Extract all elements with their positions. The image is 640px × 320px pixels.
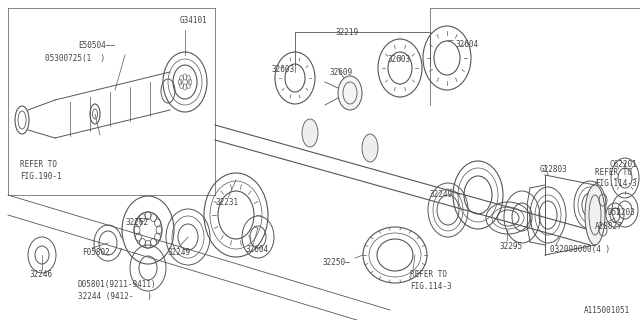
Ellipse shape xyxy=(302,119,318,147)
Ellipse shape xyxy=(585,185,605,245)
Text: 32244 (9412-   ): 32244 (9412- ) xyxy=(78,292,152,301)
Text: A115001051: A115001051 xyxy=(584,306,630,315)
Text: G22803: G22803 xyxy=(540,165,568,174)
Text: FIG.190-1: FIG.190-1 xyxy=(20,172,61,181)
Text: 32609: 32609 xyxy=(330,68,353,77)
Text: E50504——: E50504—— xyxy=(78,41,115,50)
Text: REFER TO: REFER TO xyxy=(410,270,447,279)
Text: 32249: 32249 xyxy=(168,248,191,257)
Text: REFER TO: REFER TO xyxy=(20,160,57,169)
Text: 32231: 32231 xyxy=(215,198,238,207)
Text: 32262: 32262 xyxy=(126,218,149,227)
Text: REFER TO: REFER TO xyxy=(595,168,632,177)
Text: 32603: 32603 xyxy=(272,65,295,74)
Text: G34101: G34101 xyxy=(180,16,208,25)
Text: A20827: A20827 xyxy=(595,222,623,231)
Text: 32603: 32603 xyxy=(388,55,411,64)
Text: 05300725(1  ): 05300725(1 ) xyxy=(45,54,105,63)
Text: 32249: 32249 xyxy=(430,190,453,199)
Ellipse shape xyxy=(362,134,378,162)
Text: FIG.114-3: FIG.114-3 xyxy=(410,282,452,291)
Text: 032008000(4 ): 032008000(4 ) xyxy=(550,245,610,254)
Text: 32219: 32219 xyxy=(335,28,358,37)
Text: 32604: 32604 xyxy=(245,245,268,254)
Text: 32604: 32604 xyxy=(455,40,478,49)
Text: 32246: 32246 xyxy=(30,270,53,279)
Text: D52203: D52203 xyxy=(607,208,635,217)
Text: C62201: C62201 xyxy=(610,160,637,169)
Ellipse shape xyxy=(338,76,362,110)
Text: D05801(9211-9411): D05801(9211-9411) xyxy=(78,280,157,289)
Text: F05802: F05802 xyxy=(82,248,109,257)
Text: 32250—: 32250— xyxy=(323,258,350,267)
Text: FIG.114-3: FIG.114-3 xyxy=(595,179,637,188)
Text: 32295: 32295 xyxy=(500,242,523,251)
